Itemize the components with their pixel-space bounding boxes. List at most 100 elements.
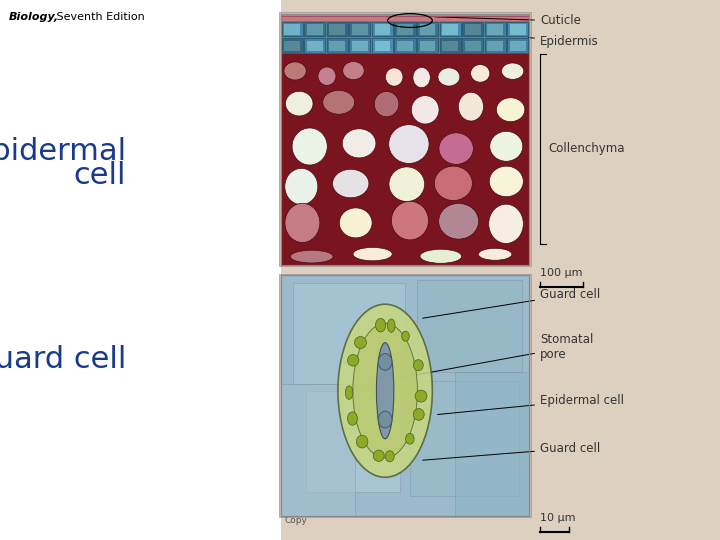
Text: cell: cell [73, 161, 126, 190]
Ellipse shape [285, 203, 320, 242]
Ellipse shape [373, 450, 384, 461]
Ellipse shape [284, 62, 306, 80]
Bar [508, 38, 528, 52]
Bar [374, 24, 390, 35]
Text: Guard cell: Guard cell [423, 288, 600, 318]
Ellipse shape [374, 91, 399, 117]
Bar [374, 40, 390, 51]
Bar [327, 22, 348, 36]
Text: 10 μm: 10 μm [540, 512, 575, 523]
Bar [281, 21, 529, 53]
Bar [508, 22, 528, 36]
Bar [307, 40, 323, 51]
Ellipse shape [342, 129, 376, 158]
Ellipse shape [471, 65, 490, 82]
Ellipse shape [292, 128, 328, 165]
Bar [418, 280, 522, 372]
Bar [304, 38, 325, 52]
Bar [327, 38, 348, 52]
Text: Epidermal cell: Epidermal cell [438, 394, 624, 415]
Ellipse shape [354, 336, 366, 348]
Bar [279, 274, 531, 517]
Ellipse shape [438, 68, 460, 86]
Text: Epidermis: Epidermis [528, 35, 599, 48]
Bar [281, 14, 529, 51]
Bar [440, 22, 461, 36]
Bar [455, 372, 529, 516]
Bar [329, 40, 345, 51]
Ellipse shape [387, 319, 395, 332]
Bar [440, 38, 461, 52]
Bar [281, 0, 720, 540]
Ellipse shape [323, 90, 355, 114]
Bar [281, 383, 356, 516]
Bar [442, 40, 458, 51]
Ellipse shape [378, 354, 392, 370]
Bar [281, 275, 529, 516]
Bar [281, 275, 529, 516]
Bar [372, 22, 393, 36]
Text: Cuticle: Cuticle [435, 15, 581, 28]
Ellipse shape [385, 451, 395, 462]
Bar [487, 40, 503, 51]
Text: 100 μm: 100 μm [540, 268, 582, 278]
Bar [281, 14, 529, 21]
Bar [462, 22, 483, 36]
Ellipse shape [478, 248, 512, 260]
Ellipse shape [343, 62, 364, 80]
Bar [485, 22, 506, 36]
Ellipse shape [405, 434, 414, 444]
Bar [465, 40, 481, 51]
Ellipse shape [434, 166, 472, 200]
Ellipse shape [490, 166, 523, 197]
Ellipse shape [290, 250, 333, 263]
Ellipse shape [346, 386, 353, 400]
Text: Guard cell: Guard cell [423, 442, 600, 460]
Ellipse shape [348, 355, 359, 366]
Bar [352, 24, 368, 35]
Bar [420, 40, 436, 51]
Bar [510, 40, 526, 51]
Ellipse shape [376, 319, 386, 332]
Ellipse shape [490, 131, 523, 161]
Ellipse shape [389, 167, 425, 201]
Bar [284, 40, 300, 51]
Ellipse shape [339, 208, 372, 238]
Ellipse shape [402, 331, 409, 341]
Text: Biology,: Biology, [9, 12, 59, 22]
Text: Guard cell: Guard cell [0, 345, 126, 374]
Bar [397, 24, 413, 35]
Ellipse shape [356, 435, 368, 448]
Bar [372, 38, 393, 52]
Bar [349, 22, 370, 36]
Ellipse shape [333, 169, 369, 198]
Ellipse shape [318, 67, 336, 85]
Ellipse shape [285, 168, 318, 205]
Bar [352, 40, 368, 51]
Ellipse shape [353, 247, 392, 261]
Ellipse shape [439, 133, 473, 164]
Bar [465, 24, 481, 35]
Bar [279, 12, 531, 266]
Bar [282, 38, 302, 52]
Bar [281, 16, 529, 17]
Ellipse shape [385, 68, 403, 86]
Text: Collenchyma: Collenchyma [549, 142, 625, 155]
Bar [349, 38, 370, 52]
Ellipse shape [413, 360, 423, 370]
Text: Copy: Copy [284, 516, 307, 525]
Text: Seventh Edition: Seventh Edition [53, 12, 144, 22]
Ellipse shape [489, 204, 523, 244]
Text: Epidermal: Epidermal [0, 137, 126, 166]
Bar [307, 24, 323, 35]
Bar [281, 53, 529, 265]
Bar [281, 14, 529, 265]
Bar [395, 38, 415, 52]
Bar [417, 22, 438, 36]
Ellipse shape [413, 68, 431, 87]
Ellipse shape [348, 412, 357, 426]
Ellipse shape [496, 98, 525, 122]
Bar [485, 38, 506, 52]
Bar [293, 282, 405, 383]
Ellipse shape [413, 409, 424, 420]
